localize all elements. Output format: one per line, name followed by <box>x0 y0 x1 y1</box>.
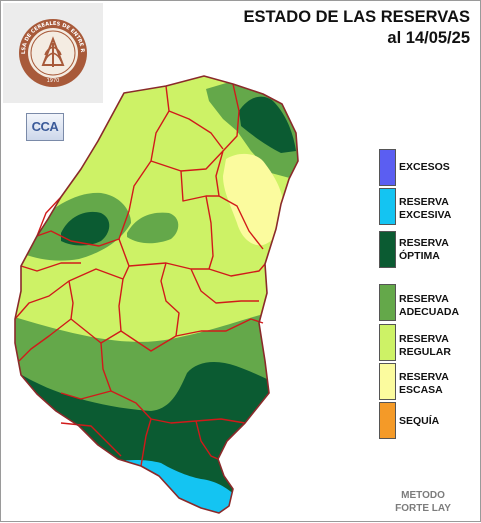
map-date: al 14/05/25 <box>387 29 470 47</box>
legend-label-reserva-regular: RESERVA REGULAR <box>399 333 451 358</box>
legend-label-reserva-excesiva: RESERVA EXCESIVA <box>399 196 452 221</box>
method-label: METODO FORTE LAY <box>395 490 451 514</box>
legend-label-excesos: EXCESOS <box>399 161 450 173</box>
legend-swatch-reserva-escasa <box>379 363 396 400</box>
legend-label-sequia: SEQUÍA <box>399 415 440 427</box>
zone-adequate-center <box>127 212 179 244</box>
zone-scarce-east <box>223 153 284 246</box>
legend-swatch-reserva-optima <box>379 231 396 268</box>
zone-optimal-west <box>61 211 110 246</box>
map-title-block: ESTADO DE LAS RESERVAS al 14/05/25 <box>244 7 470 49</box>
zone-optimal-northeast <box>239 96 296 153</box>
legend-swatch-reserva-excesiva <box>379 188 396 225</box>
reserve-zones <box>15 76 298 513</box>
legend-label-reserva-escasa: RESERVA ESCASA <box>399 371 449 396</box>
legend-swatch-reserva-adecuada <box>379 284 396 321</box>
legend-swatch-sequia <box>379 402 396 439</box>
legend-label-reserva-adecuada: RESERVA ADECUADA <box>399 293 460 318</box>
legend-swatch-excesos <box>379 149 396 186</box>
legend-label-reserva-optima: RESERVA ÓPTIMA <box>399 237 449 262</box>
province-outline <box>14 75 299 514</box>
bolsa-cereales-logo: BOLSA DE CEREALES DE ENTRE RÍOS 1970 <box>3 3 103 103</box>
map-title: ESTADO DE LAS RESERVAS <box>243 8 470 26</box>
legend-swatch-reserva-regular <box>379 324 396 361</box>
seal-year: 1970 <box>47 78 60 84</box>
department-borders <box>14 83 266 467</box>
cca-logo: CCA <box>26 113 64 141</box>
